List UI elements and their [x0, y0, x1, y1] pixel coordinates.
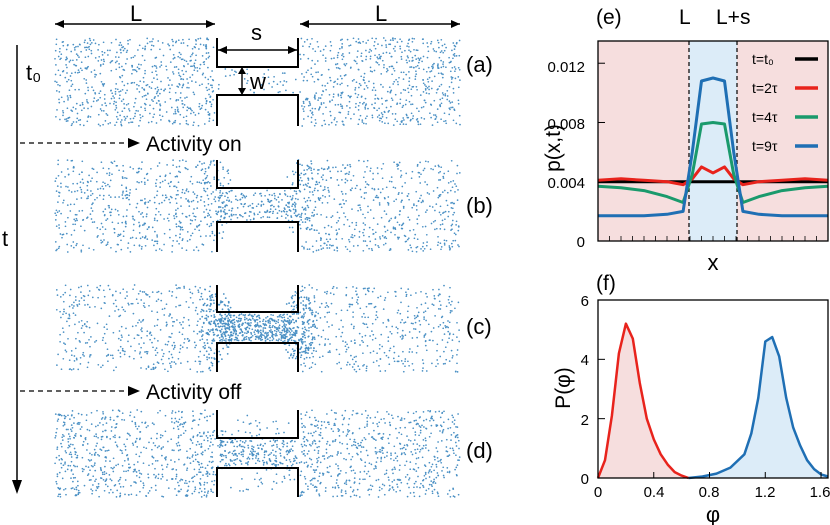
label-t: t	[2, 226, 8, 251]
label-activity-off: Activity off	[146, 381, 241, 404]
e-legend: t=t₀ t=2τ t=4τ t=9τ	[748, 44, 826, 154]
f-series-group	[596, 322, 829, 480]
channel-wall-bottom-c	[216, 342, 299, 372]
e-legend-entry-0: t=t₀	[752, 51, 774, 67]
e-series-1	[597, 165, 829, 187]
label-w: w	[249, 69, 266, 94]
e-series-group	[597, 76, 829, 218]
f-xtick-4: 1.6	[810, 484, 830, 501]
label-s: s	[251, 20, 262, 45]
channel-wall-top-d	[216, 410, 299, 439]
panel-label-a: (a)	[466, 52, 493, 77]
f-xtick-3: 1.2	[755, 484, 776, 501]
dimension-L-right: L	[300, 1, 460, 28]
f-x-axis-label: φ	[706, 502, 720, 525]
label-t0: t₀	[26, 60, 41, 85]
e-ytick-1: 0.004	[547, 175, 585, 192]
dimension-L-left: L	[55, 1, 215, 28]
e-series-2	[597, 121, 829, 204]
f-plot-frame	[597, 299, 829, 479]
f-ytick-1: 2	[581, 412, 589, 429]
particle-layer	[54, 37, 461, 498]
e-panel-label: (e)	[596, 6, 622, 29]
label-L-left: L	[130, 1, 142, 26]
e-series-3	[598, 76, 828, 218]
channel-wall-bottom-b	[216, 221, 299, 252]
channel-wall-top-c	[216, 285, 299, 313]
f-xtick-2: 0.8	[699, 484, 720, 501]
f-area-1	[688, 337, 828, 478]
f-series-1	[688, 335, 829, 480]
channel-wall-bottom-a	[216, 94, 299, 126]
label-L-right: L	[375, 1, 387, 26]
channel-wall-top-b	[216, 160, 299, 189]
activity-on-arrow	[20, 138, 140, 148]
e-region-label-L: L	[679, 6, 691, 29]
f-ytick-0: 0	[581, 471, 589, 488]
panel-label-d: (d)	[466, 438, 493, 463]
f-ytick-3: 6	[581, 293, 589, 310]
channel-wall-top-a	[216, 38, 299, 68]
f-y-axis-label: P(φ)	[552, 367, 575, 409]
e-background-left	[598, 41, 689, 241]
panel-label-b: (b)	[466, 193, 493, 218]
f-panel-label: (f)	[596, 272, 616, 295]
e-y-axis-label: p(x,t)	[542, 124, 565, 172]
panel-f: (f) 0 2 4 6 0 0.4 0.8 1.2 1.6 P(φ) φ	[552, 272, 830, 525]
activity-off-arrow	[20, 386, 140, 396]
dimension-w	[238, 67, 246, 95]
e-ytick-3: 0.012	[547, 59, 585, 76]
channel-wall-bottom-d	[216, 467, 299, 497]
e-legend-entry-2: t=4τ	[752, 109, 778, 125]
e-plot-frame	[597, 40, 829, 242]
f-series-0	[596, 322, 690, 480]
f-ytick-2: 4	[581, 352, 589, 369]
e-background-mid	[689, 41, 737, 241]
dimension-s	[218, 46, 297, 54]
f-area-0	[598, 323, 689, 478]
f-xtick-1: 0.4	[644, 484, 665, 501]
e-ytick-2: 0.008	[547, 116, 585, 133]
e-region-label-Ls: L+s	[716, 6, 750, 29]
e-ytick-0: 0	[577, 234, 585, 251]
time-axis	[12, 45, 22, 494]
panel-e: t=t₀ t=2τ t=4τ t=9τ (e) L L+s 0 0.004 0.…	[542, 6, 829, 275]
f-xtick-0: 0	[594, 484, 602, 501]
e-x-axis-label: x	[708, 250, 719, 275]
label-activity-on: Activity on	[146, 133, 242, 156]
panel-label-c: (c)	[466, 314, 492, 339]
e-legend-entry-1: t=2τ	[752, 80, 778, 96]
e-legend-entry-3: t=9τ	[752, 138, 778, 154]
schematic: L L s t₀ t Activity on	[2, 1, 493, 498]
